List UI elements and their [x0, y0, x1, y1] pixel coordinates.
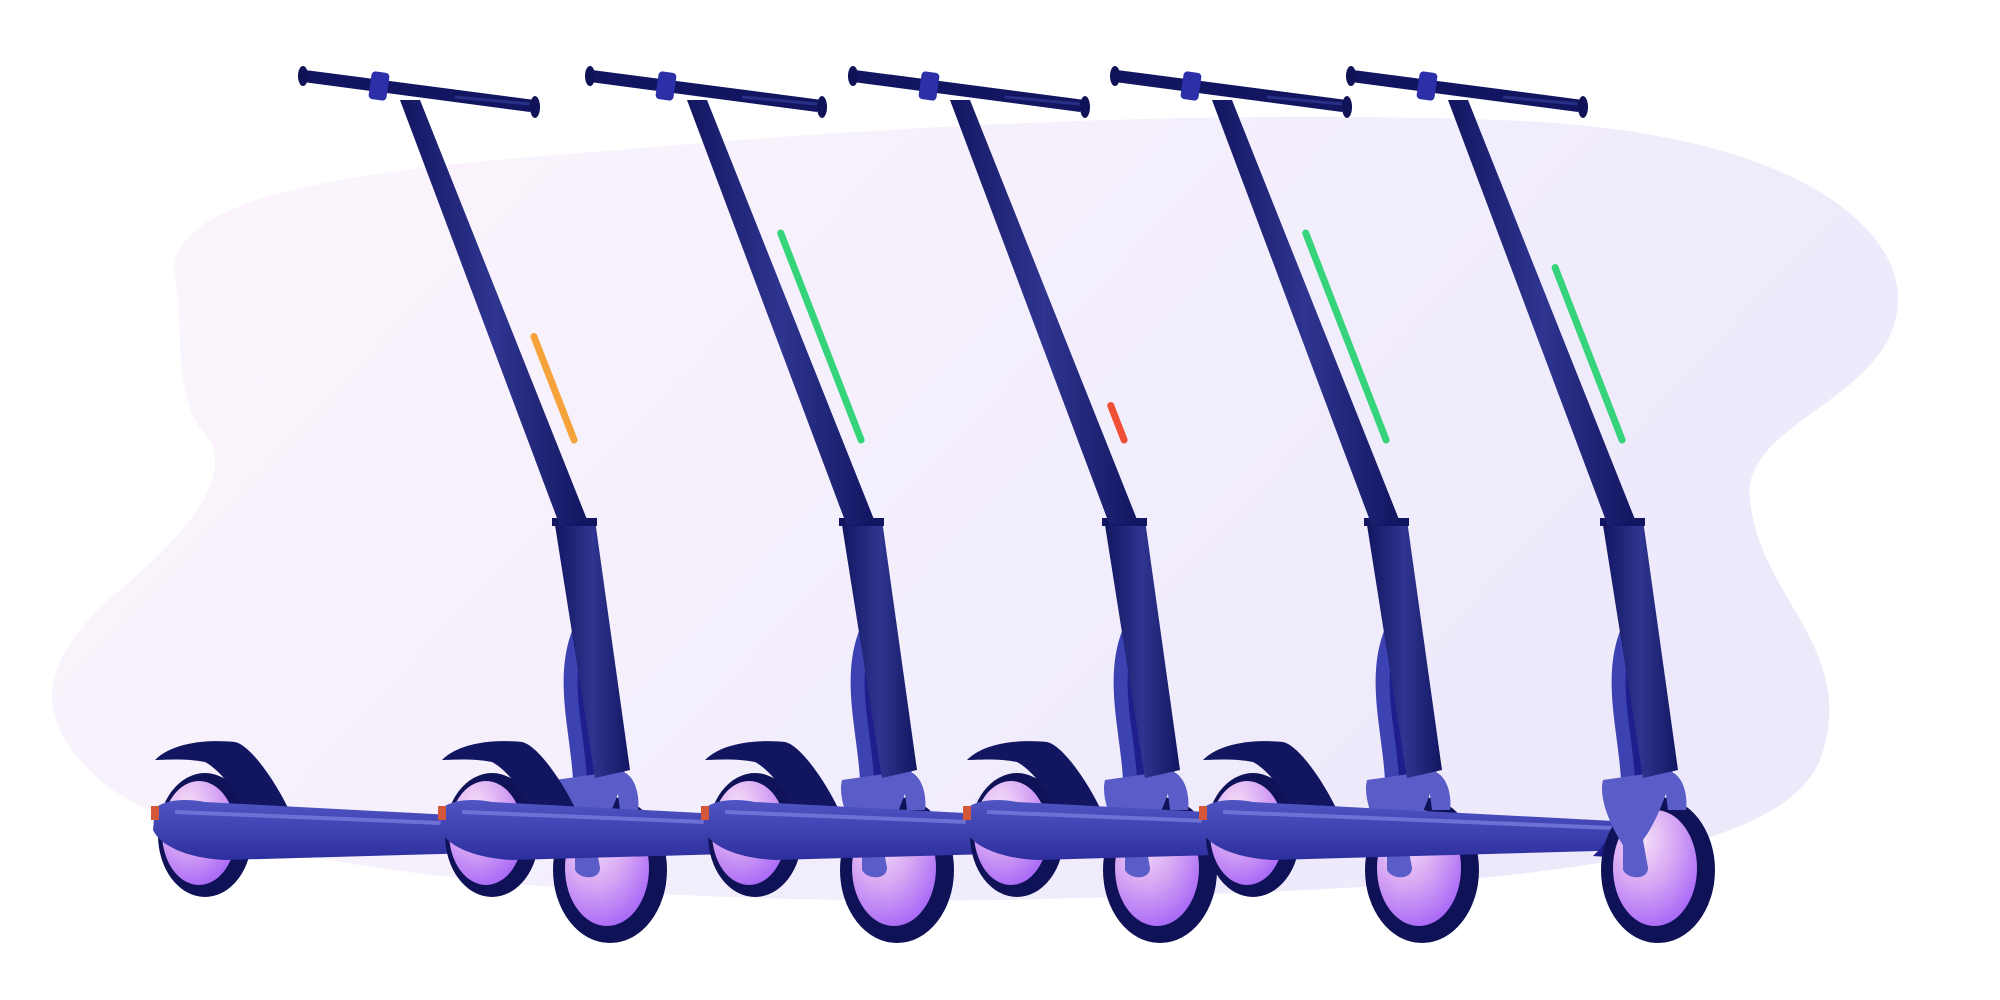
- upper-stem: [400, 100, 588, 526]
- front-fork: [1602, 770, 1673, 878]
- right-grip: [1004, 95, 1081, 106]
- brake-light: [963, 806, 971, 820]
- rear-fender: [1203, 741, 1338, 812]
- fork-guard: [1663, 770, 1687, 810]
- rear-fender: [705, 741, 840, 812]
- upper-stem: [950, 100, 1138, 526]
- brake-light: [1199, 806, 1207, 820]
- handlebar-clamp: [368, 71, 390, 101]
- battery-level-indicator: [1551, 264, 1626, 444]
- deck-highlight: [1222, 810, 1614, 830]
- lower-stem: [1603, 520, 1678, 778]
- lower-stem: [555, 520, 630, 778]
- battery-level-indicator: [1302, 229, 1390, 444]
- right-grip: [1266, 95, 1343, 106]
- right-grip-end: [1342, 96, 1352, 118]
- lower-stem: [1105, 520, 1180, 778]
- lower-stem: [1367, 520, 1442, 778]
- handlebar: [1351, 70, 1583, 112]
- rear-fender: [442, 741, 577, 812]
- battery-level-indicator: [777, 229, 865, 444]
- right-grip-end: [1578, 96, 1588, 118]
- handlebar-clamp: [1416, 71, 1438, 101]
- brake-light: [438, 806, 446, 820]
- handlebar: [853, 70, 1085, 112]
- handlebar-clamp: [655, 71, 677, 101]
- battery-level-indicator: [1107, 402, 1128, 444]
- background-blob: [52, 116, 1899, 901]
- left-grip-end: [585, 66, 595, 86]
- left-grip-end: [1110, 66, 1120, 86]
- scooter-row: [151, 66, 1715, 943]
- fork-guard: [615, 770, 639, 810]
- fork-guard: [1165, 770, 1189, 810]
- upper-stem: [1212, 100, 1400, 526]
- right-grip: [454, 95, 531, 106]
- handlebar: [303, 70, 535, 112]
- fork-guard: [902, 770, 926, 810]
- right-grip-end: [1080, 96, 1090, 118]
- brake-light: [151, 806, 159, 820]
- scooter: [1199, 66, 1715, 943]
- battery-level-indicator: [530, 333, 578, 444]
- handlebar-clamp: [1180, 71, 1202, 101]
- right-grip: [1502, 95, 1579, 106]
- fork-guard: [1427, 770, 1451, 810]
- left-grip-end: [1346, 66, 1356, 86]
- upper-stem: [687, 100, 875, 526]
- right-grip-end: [817, 96, 827, 118]
- left-grip-end: [848, 66, 858, 86]
- right-grip-end: [530, 96, 540, 118]
- handlebar: [1115, 70, 1347, 112]
- upper-stem: [1448, 100, 1636, 526]
- handlebar: [590, 70, 822, 112]
- rear-fender: [967, 741, 1102, 812]
- scooter: [963, 66, 1479, 943]
- right-grip: [741, 95, 818, 106]
- lower-stem: [842, 520, 917, 778]
- brake-light: [701, 806, 709, 820]
- left-grip-end: [298, 66, 308, 86]
- handlebar-clamp: [918, 71, 940, 101]
- rear-fender: [155, 741, 290, 812]
